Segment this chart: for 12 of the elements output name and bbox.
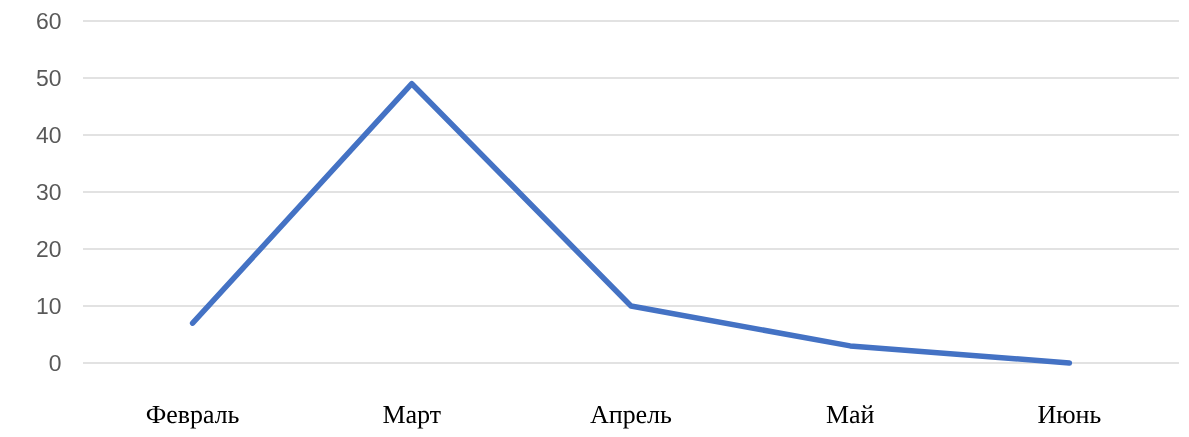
x-tick-label: Февраль bbox=[146, 406, 239, 429]
x-tick-label: Май bbox=[826, 405, 874, 424]
y-tick-label: 60 bbox=[37, 12, 61, 30]
y-tick-label: 50 bbox=[36, 69, 61, 87]
x-tick-label: Июнь bbox=[1038, 406, 1101, 424]
x-tick-label: Апрель bbox=[590, 405, 672, 429]
y-tick-label: 10 bbox=[37, 297, 61, 315]
y-tick-label: 0 bbox=[49, 354, 61, 372]
y-tick-label: 20 bbox=[37, 240, 61, 258]
y-tick-label: 30 bbox=[36, 183, 61, 201]
y-tick-label: 40 bbox=[36, 126, 61, 144]
x-tick-label: Март bbox=[383, 406, 441, 429]
